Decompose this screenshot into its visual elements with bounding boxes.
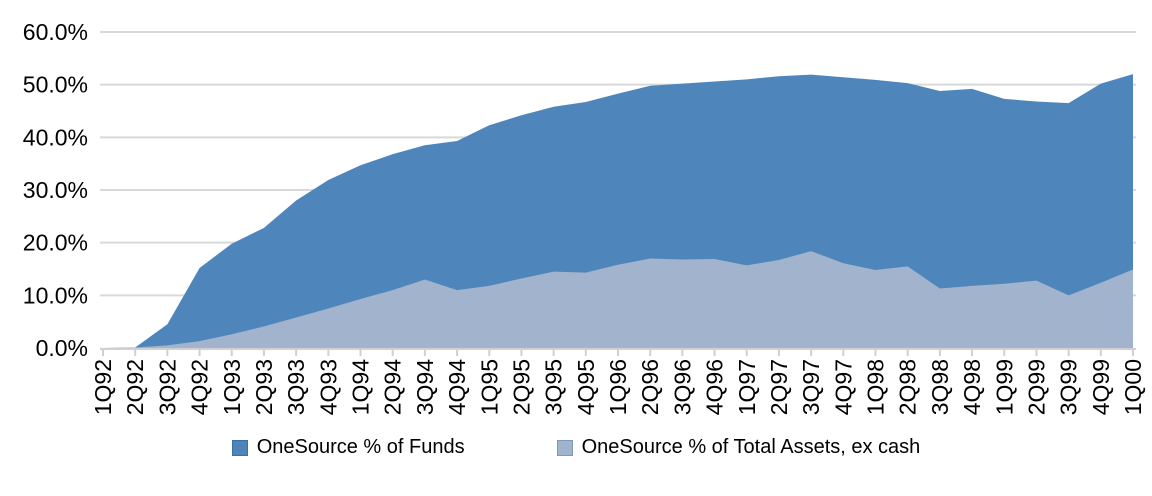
legend-swatch-total-assets-icon	[556, 439, 573, 456]
x-tick-label: 4Q98	[959, 359, 985, 415]
y-tick-label: 60.0%	[23, 19, 88, 45]
x-tick-label: 3Q98	[927, 359, 953, 415]
x-tick-label: 1Q99	[991, 359, 1017, 415]
x-tick-label: 4Q96	[702, 359, 728, 415]
x-tick-label: 4Q97	[830, 359, 856, 415]
x-tick-label: 1Q97	[734, 359, 760, 415]
legend: OneSource % of Funds OneSource % of Tota…	[0, 436, 1152, 459]
x-tick-label: 4Q94	[444, 359, 470, 415]
x-tick-label: 4Q99	[1088, 359, 1114, 415]
x-tick-label: 1Q93	[219, 359, 245, 415]
x-tick-label: 1Q94	[348, 359, 374, 415]
x-tick-label: 2Q93	[251, 359, 277, 415]
x-tick-label: 2Q98	[895, 359, 921, 415]
x-tick-label: 3Q99	[1056, 359, 1082, 415]
x-tick-label: 1Q00	[1120, 359, 1146, 415]
x-tick-label: 4Q95	[573, 359, 599, 415]
x-tick-label: 3Q97	[798, 359, 824, 415]
x-tick-label: 3Q95	[541, 359, 567, 415]
legend-entry-funds: OneSource % of Funds	[231, 436, 465, 459]
legend-label-total-assets: OneSource % of Total Assets, ex cash	[581, 436, 921, 458]
x-tick-label: 3Q94	[412, 359, 438, 415]
x-tick-label: 2Q94	[380, 359, 406, 415]
x-tick-label: 4Q93	[315, 359, 341, 415]
x-tick-label: 2Q95	[508, 359, 534, 415]
x-tick-label: 2Q99	[1023, 359, 1049, 415]
x-tick-label: 3Q93	[283, 359, 309, 415]
x-tick-label: 4Q92	[187, 359, 213, 415]
y-tick-label: 0.0%	[36, 335, 88, 361]
x-tick-label: 2Q96	[637, 359, 663, 415]
x-tick-label: 1Q98	[863, 359, 889, 415]
x-tick-label: 3Q96	[669, 359, 695, 415]
x-tick-label: 1Q95	[476, 359, 502, 415]
x-tick-label: 1Q96	[605, 359, 631, 415]
y-tick-label: 20.0%	[23, 230, 88, 256]
x-tick-label: 2Q92	[122, 359, 148, 415]
y-tick-label: 50.0%	[23, 72, 88, 98]
x-tick-label: 2Q97	[766, 359, 792, 415]
x-tick-label: 1Q92	[90, 359, 116, 415]
area-onesource-pct-total-assets	[103, 251, 1133, 348]
legend-label-funds: OneSource % of Funds	[256, 436, 465, 458]
y-tick-label: 10.0%	[23, 282, 88, 308]
x-tick-label: 3Q92	[154, 359, 180, 415]
legend-entry-total-assets: OneSource % of Total Assets, ex cash	[556, 436, 921, 459]
y-tick-label: 40.0%	[23, 124, 88, 150]
legend-swatch-funds-icon	[231, 439, 248, 456]
y-tick-label: 30.0%	[23, 177, 88, 203]
